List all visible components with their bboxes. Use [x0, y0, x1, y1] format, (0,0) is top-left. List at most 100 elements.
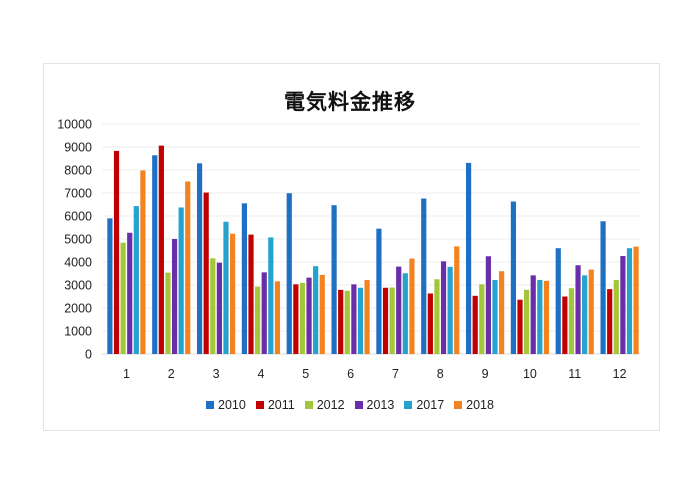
- bar-2018-month-12: [633, 246, 639, 354]
- x-tick-label: 11: [568, 367, 581, 381]
- bar-2013-month-6: [351, 284, 357, 354]
- legend-swatch-icon: [255, 401, 264, 409]
- x-tick-label: 4: [257, 367, 264, 381]
- bar-2012-month-4: [255, 286, 261, 354]
- bar-2010-month-9: [465, 162, 472, 354]
- bar-2017-month-12: [626, 248, 633, 354]
- bar-2011-month-6: [338, 289, 344, 354]
- bar-2010-month-4: [241, 203, 248, 354]
- bar-2012-month-2: [165, 272, 171, 354]
- bar-2011-month-3: [203, 192, 209, 354]
- legend-label: 2013: [366, 398, 395, 412]
- bar-2010-month-6: [331, 205, 337, 354]
- y-tick-label: 4000: [64, 256, 92, 270]
- bar-2011-month-9: [472, 295, 478, 354]
- bar-2012-month-6: [344, 290, 350, 354]
- x-tick-label: 9: [482, 367, 489, 381]
- bar-2012-month-11: [568, 288, 575, 354]
- bar-2017-month-10: [537, 279, 543, 354]
- legend-label: 2018: [466, 398, 494, 412]
- legend-item-2010: 2010: [206, 398, 246, 412]
- bar-2012-month-5: [299, 282, 306, 354]
- x-tick-label: 10: [523, 367, 537, 381]
- legend-swatch-icon: [354, 401, 363, 409]
- legend-label: 2011: [267, 398, 295, 412]
- legend-item-2017: 2017: [404, 398, 444, 412]
- bar-2012-month-12: [613, 279, 619, 354]
- y-tick-label: 6000: [64, 210, 92, 224]
- bar-2010-month-2: [152, 155, 158, 354]
- bar-2013-month-11: [575, 265, 581, 354]
- legend-swatch-icon: [206, 401, 215, 409]
- legend-label: 2017: [416, 398, 445, 412]
- x-tick-label: 2: [168, 367, 175, 381]
- bar-2017-month-1: [133, 206, 139, 354]
- bar-2011-month-11: [562, 296, 568, 354]
- bar-2013-month-10: [530, 275, 536, 354]
- bar-2010-month-11: [555, 248, 561, 354]
- y-tick-label: 0: [85, 348, 92, 362]
- bar-2011-month-8: [427, 293, 433, 354]
- legend-swatch-icon: [304, 401, 313, 409]
- bar-2012-month-9: [479, 284, 485, 354]
- bar-2012-month-3: [210, 258, 216, 354]
- bar-2018-month-1: [140, 170, 146, 354]
- bar-2010-month-8: [421, 198, 427, 354]
- bar-2017-month-5: [313, 266, 319, 354]
- bar-2018-month-5: [319, 274, 325, 354]
- bar-2013-month-3: [216, 262, 222, 354]
- bar-2011-month-2: [158, 145, 164, 354]
- bar-2013-month-5: [306, 277, 312, 354]
- legend-item-2013: 2013: [354, 398, 395, 412]
- bar-2012-month-7: [389, 287, 395, 354]
- y-tick-label: 8000: [64, 164, 92, 178]
- legend-item-2018: 2018: [454, 398, 494, 412]
- x-tick-label: 8: [437, 367, 444, 381]
- bar-2011-month-10: [517, 299, 523, 354]
- bar-2018-month-2: [185, 181, 191, 354]
- bar-2018-month-7: [409, 258, 415, 354]
- bar-2012-month-1: [120, 242, 126, 354]
- y-tick-label: 1000: [64, 325, 92, 339]
- bar-2012-month-8: [434, 279, 440, 354]
- bar-2013-month-1: [127, 232, 133, 354]
- y-tick-label: 9000: [64, 141, 92, 155]
- x-tick-label: 5: [302, 367, 309, 381]
- bar-2010-month-3: [196, 163, 203, 354]
- bar-2018-month-10: [543, 280, 550, 354]
- bar-2017-month-2: [178, 207, 184, 354]
- bar-2018-month-3: [229, 233, 236, 354]
- bar-2010-month-7: [376, 228, 382, 354]
- bar-2013-month-12: [620, 256, 626, 354]
- x-tick-label: 3: [213, 367, 220, 381]
- bar-2012-month-10: [524, 289, 530, 354]
- bar-2017-month-3: [223, 221, 229, 354]
- bar-2010-month-5: [286, 193, 292, 354]
- bar-2018-month-9: [498, 271, 505, 354]
- legend-label: 2010: [218, 398, 246, 412]
- bar-2013-month-4: [261, 272, 267, 354]
- bar-2017-month-8: [447, 266, 453, 354]
- bar-2018-month-4: [274, 281, 281, 354]
- legend-item-2012: 2012: [304, 398, 345, 412]
- legend-swatch-icon: [454, 401, 463, 409]
- legend-item-2011: 2011: [255, 398, 295, 412]
- bar-2011-month-12: [607, 289, 613, 354]
- bar-2011-month-1: [113, 150, 120, 354]
- y-tick-label: 10000: [57, 118, 92, 132]
- y-tick-label: 2000: [64, 302, 92, 316]
- x-tick-label: 7: [392, 367, 399, 381]
- x-tick-label: 6: [347, 367, 354, 381]
- bar-2017-month-11: [582, 275, 588, 354]
- legend-swatch-icon: [404, 401, 413, 409]
- y-tick-label: 7000: [64, 187, 92, 201]
- bar-2011-month-5: [293, 284, 299, 354]
- bar-2013-month-9: [485, 256, 491, 354]
- bar-2010-month-1: [107, 218, 113, 354]
- chart-title: 電気料金推移: [284, 90, 416, 114]
- bar-2010-month-12: [600, 221, 606, 354]
- bar-2013-month-2: [171, 239, 178, 354]
- bar-2017-month-9: [492, 279, 498, 354]
- bar-2011-month-4: [248, 234, 254, 354]
